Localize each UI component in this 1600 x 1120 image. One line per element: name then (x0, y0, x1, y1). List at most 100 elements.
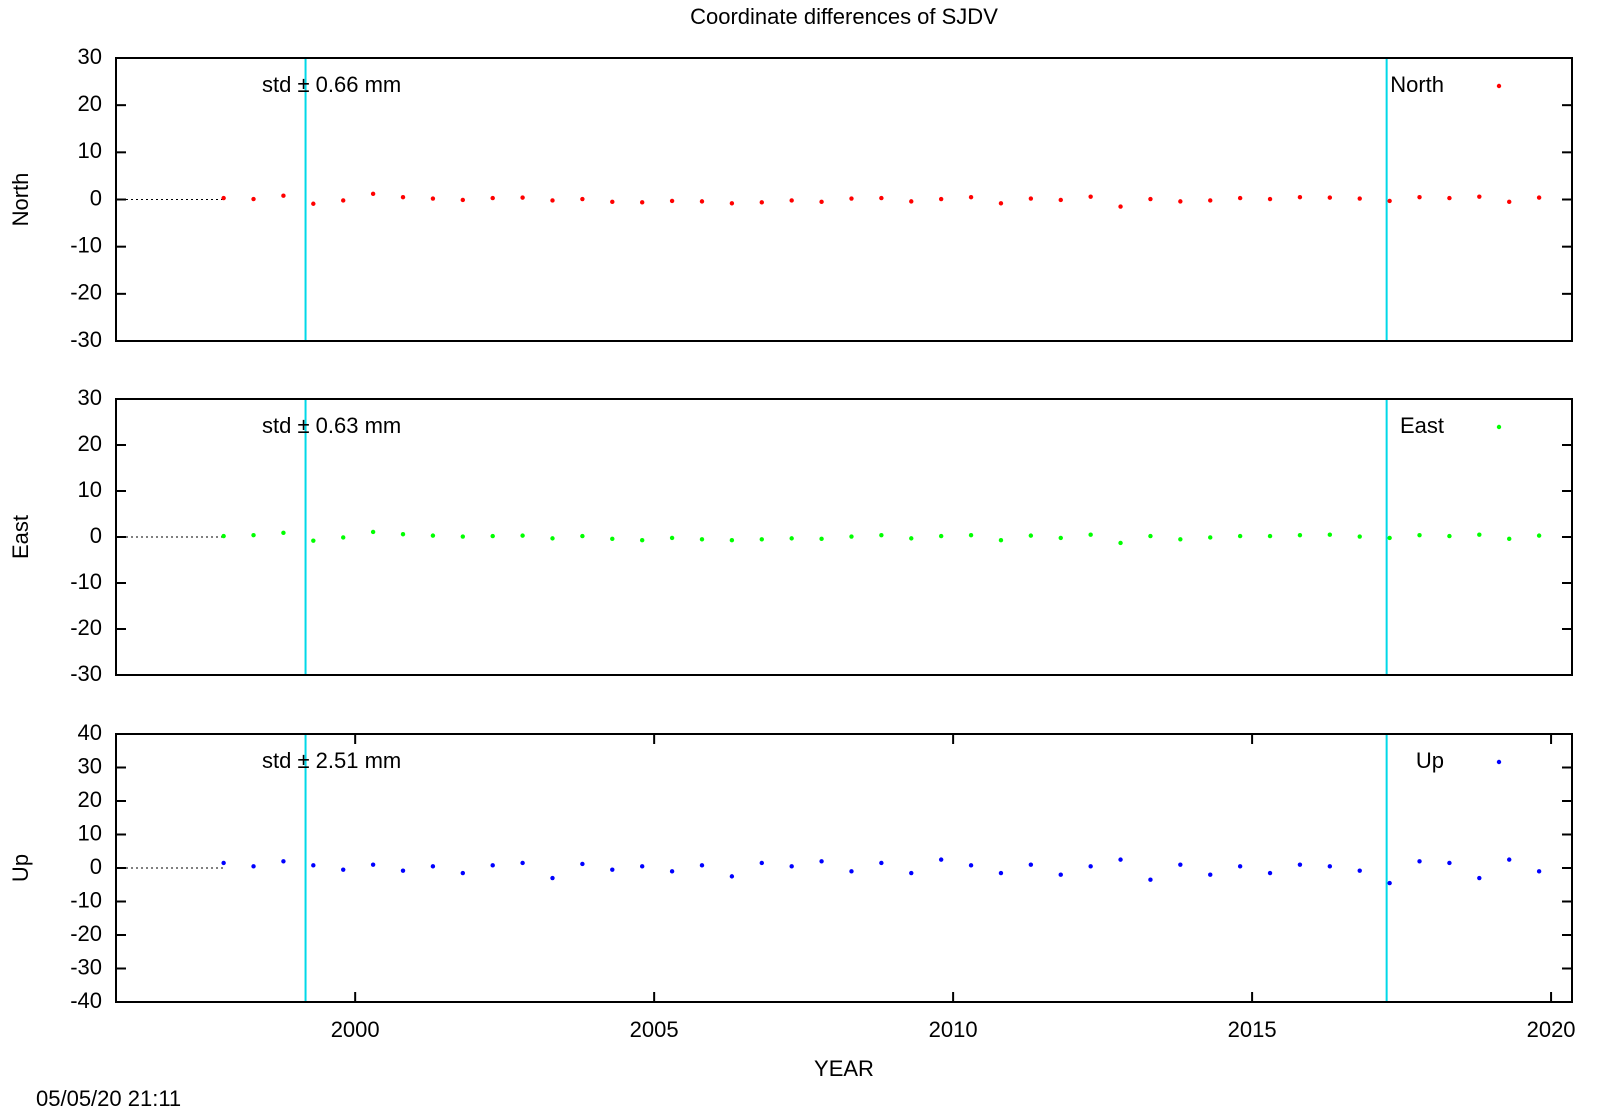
data-point (968, 532, 974, 538)
x-tick-label: 2000 (331, 1017, 380, 1042)
data-point (938, 196, 944, 202)
y-tick-label: 30 (78, 753, 102, 778)
y-tick-label: 10 (78, 820, 102, 845)
data-point (1267, 196, 1273, 202)
figure-title: Coordinate differences of SJDV (690, 4, 998, 29)
y-axis-label: East (8, 515, 33, 559)
data-point (251, 532, 256, 538)
data-point (580, 533, 585, 539)
data-point (789, 198, 794, 203)
data-point (341, 867, 346, 872)
data-point (669, 869, 675, 874)
data-point (699, 199, 705, 204)
data-point (1118, 204, 1123, 209)
data-point (251, 864, 256, 869)
data-point (1417, 532, 1422, 538)
y-axis-label: Up (8, 854, 33, 882)
data-point (879, 860, 884, 866)
data-point (789, 536, 794, 541)
data-point (759, 537, 764, 542)
data-point (1387, 880, 1392, 886)
annotation: std ± 0.63 mm (262, 413, 401, 438)
x-axis-label: YEAR (814, 1056, 874, 1081)
data-point (370, 529, 376, 535)
data-point (580, 196, 585, 202)
data-point (938, 533, 944, 539)
data-point (1327, 864, 1333, 869)
data-point (1536, 533, 1542, 538)
data-point (789, 864, 794, 869)
data-point (1028, 533, 1034, 538)
plot-frame (115, 398, 1573, 676)
data-point (1208, 535, 1213, 540)
legend-label: East (1400, 413, 1444, 438)
annotation: std ± 2.51 mm (262, 748, 401, 773)
data-point (1297, 532, 1303, 538)
data-point (1088, 864, 1093, 869)
data-point (610, 867, 615, 872)
data-point (849, 869, 854, 874)
data-point (251, 196, 256, 202)
data-point (341, 535, 346, 540)
data-point (938, 857, 944, 862)
data-point (1387, 535, 1392, 541)
legend-marker (1496, 424, 1502, 430)
y-tick-label: 30 (78, 385, 102, 410)
legend-marker (1496, 83, 1502, 89)
data-point (1118, 540, 1123, 546)
x-tick-label: 2010 (929, 1017, 978, 1042)
y-tick-label: 30 (78, 44, 102, 69)
data-point (550, 875, 555, 881)
data-point (849, 534, 854, 539)
y-tick-label: -10 (70, 232, 102, 257)
data-point (909, 199, 914, 204)
data-point (1507, 199, 1512, 205)
data-point (281, 193, 286, 198)
data-point (759, 200, 764, 205)
data-point (400, 868, 406, 873)
y-tick-label: 10 (78, 477, 102, 502)
data-point (370, 191, 376, 197)
data-point (669, 535, 675, 541)
data-point (699, 537, 705, 542)
data-point (430, 864, 436, 869)
data-point (819, 199, 824, 205)
x-tick-label: 2015 (1228, 1017, 1277, 1042)
y-tick-label: -10 (70, 569, 102, 594)
data-point (550, 536, 555, 541)
data-point (490, 533, 495, 539)
data-point (1178, 199, 1183, 204)
data-point (1178, 537, 1183, 542)
y-tick-label: 20 (78, 787, 102, 812)
data-point (1477, 532, 1482, 537)
data-point (1237, 864, 1243, 869)
data-point (1148, 877, 1153, 882)
y-tick-label: -10 (70, 887, 102, 912)
data-point (879, 532, 884, 538)
data-point (699, 863, 705, 868)
data-point (1267, 533, 1273, 539)
data-point (998, 870, 1004, 876)
data-point (1178, 862, 1183, 867)
data-point (311, 538, 316, 543)
data-point (1208, 198, 1213, 203)
data-point (610, 199, 615, 205)
y-tick-label: 20 (78, 431, 102, 456)
data-point (1477, 194, 1482, 199)
data-point (1477, 875, 1482, 881)
legend-label: North (1390, 72, 1444, 97)
data-point (490, 195, 495, 201)
data-point (1237, 533, 1243, 539)
data-point (819, 859, 824, 864)
y-tick-label: -30 (70, 954, 102, 979)
data-point (639, 864, 645, 869)
data-point (1536, 195, 1542, 200)
data-point (460, 870, 466, 876)
data-point (1208, 872, 1213, 877)
data-point (998, 538, 1004, 543)
data-point (1447, 860, 1452, 866)
data-point (1297, 862, 1303, 867)
plot-frame (115, 57, 1573, 342)
y-tick-label: -40 (70, 988, 102, 1013)
